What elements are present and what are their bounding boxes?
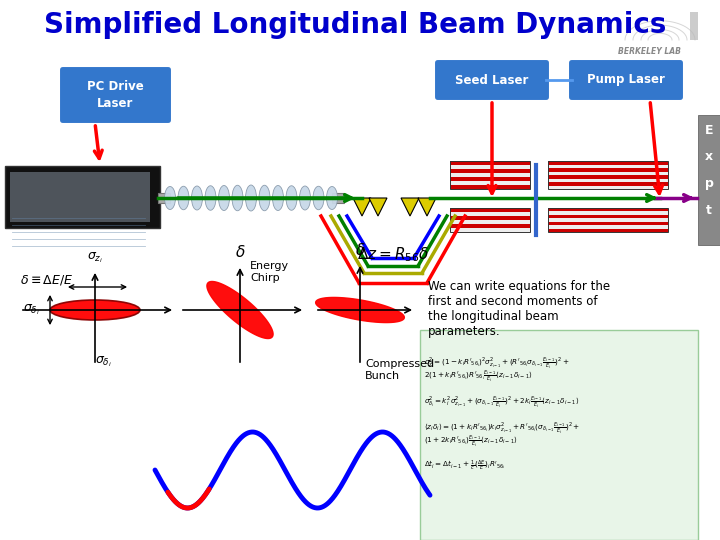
Ellipse shape xyxy=(178,186,189,210)
FancyBboxPatch shape xyxy=(434,59,550,101)
Bar xyxy=(450,181,530,185)
Bar xyxy=(548,172,668,175)
Bar xyxy=(450,177,530,181)
Bar xyxy=(548,179,668,182)
Bar xyxy=(548,208,668,212)
Text: BERKELEY LAB: BERKELEY LAB xyxy=(618,48,682,57)
Text: $\sigma_{\delta_i}^2=k_i^2\sigma_{z_{i-1}}^2+(\sigma_{\delta_{i-1}}\frac{E_{i-1}: $\sigma_{\delta_i}^2=k_i^2\sigma_{z_{i-1… xyxy=(424,394,580,410)
Bar xyxy=(10,172,150,222)
Bar xyxy=(450,216,530,220)
Bar xyxy=(548,222,668,225)
Bar xyxy=(450,212,530,216)
Polygon shape xyxy=(418,198,436,216)
Text: We can write equations for the
first and second moments of
the longitudinal beam: We can write equations for the first and… xyxy=(428,280,610,338)
Polygon shape xyxy=(207,281,273,339)
Bar xyxy=(698,115,720,245)
Bar xyxy=(450,165,530,169)
Text: $\sigma_{z_i}^2=(1-k_iR'_{56_i})^2\sigma_{z_{i-1}}^2+(R'_{56_i}\sigma_{\delta_{i: $\sigma_{z_i}^2=(1-k_iR'_{56_i})^2\sigma… xyxy=(424,355,570,371)
Ellipse shape xyxy=(300,186,310,210)
Bar xyxy=(450,173,530,177)
Bar xyxy=(548,182,668,186)
Bar xyxy=(450,161,530,189)
Bar xyxy=(548,218,668,222)
Bar xyxy=(548,186,668,189)
Text: $\delta \equiv \Delta E/E$: $\delta \equiv \Delta E/E$ xyxy=(20,273,73,287)
FancyBboxPatch shape xyxy=(59,66,172,124)
Bar xyxy=(548,208,668,232)
Bar xyxy=(450,208,530,232)
Text: $\sigma_{z_i}$: $\sigma_{z_i}$ xyxy=(87,251,103,265)
Bar xyxy=(548,215,668,218)
Bar xyxy=(450,220,530,224)
Text: p: p xyxy=(705,178,714,191)
Bar xyxy=(548,161,668,165)
FancyBboxPatch shape xyxy=(568,59,684,101)
Text: $\delta$: $\delta$ xyxy=(355,242,365,258)
Bar xyxy=(5,166,160,228)
Ellipse shape xyxy=(164,186,176,210)
Bar xyxy=(548,228,668,232)
Text: $\delta$: $\delta$ xyxy=(235,244,246,260)
Polygon shape xyxy=(315,298,405,322)
Bar xyxy=(690,12,698,40)
Bar xyxy=(450,161,530,165)
Text: $\sigma_{\delta_i}$: $\sigma_{\delta_i}$ xyxy=(95,355,112,369)
Polygon shape xyxy=(369,198,387,216)
Bar xyxy=(548,168,668,172)
Bar xyxy=(548,175,668,179)
Bar xyxy=(548,212,668,215)
Text: Pump Laser: Pump Laser xyxy=(587,73,665,86)
Text: $\Delta t_i=\Delta t_{i-1}+\frac{1}{c}(\frac{\Delta E}{E})_iR'_{56_i}$: $\Delta t_i=\Delta t_{i-1}+\frac{1}{c}(\… xyxy=(424,459,505,473)
Ellipse shape xyxy=(313,186,324,210)
Ellipse shape xyxy=(218,186,230,211)
Ellipse shape xyxy=(192,186,202,210)
Text: E: E xyxy=(705,124,714,137)
Bar xyxy=(450,169,530,173)
Text: Energy
Chirp: Energy Chirp xyxy=(250,261,289,283)
Bar xyxy=(548,161,668,189)
Text: t: t xyxy=(706,205,712,218)
Bar xyxy=(332,193,344,203)
Ellipse shape xyxy=(259,185,270,211)
Ellipse shape xyxy=(286,186,297,210)
Text: $\langle z_i\delta_i\rangle=(1+k_iR'_{56_i})k_i\sigma_{z_{i-1}}^2+R'_{56_i}(\sig: $\langle z_i\delta_i\rangle=(1+k_iR'_{56… xyxy=(424,420,580,436)
Bar xyxy=(158,193,170,203)
Text: Seed Laser: Seed Laser xyxy=(455,73,528,86)
Polygon shape xyxy=(401,198,419,216)
Ellipse shape xyxy=(326,186,338,210)
Bar xyxy=(548,165,668,168)
Text: $\sigma_{\delta_i}$: $\sigma_{\delta_i}$ xyxy=(23,303,40,318)
Text: x: x xyxy=(705,151,713,164)
Text: PC Drive
Laser: PC Drive Laser xyxy=(86,80,143,110)
Bar xyxy=(450,208,530,212)
Text: Simplified Longitudinal Beam Dynamics: Simplified Longitudinal Beam Dynamics xyxy=(44,11,666,39)
Bar xyxy=(420,330,698,540)
Text: $(1+2k_iR'_{56_i})\frac{E_{i-1}}{E_i}\langle z_{i-1}\delta_{i-1}\rangle$: $(1+2k_iR'_{56_i})\frac{E_{i-1}}{E_i}\la… xyxy=(424,433,518,449)
Text: Compressed
Bunch: Compressed Bunch xyxy=(365,359,434,381)
Bar xyxy=(548,225,668,228)
Bar xyxy=(450,185,530,189)
Text: $\Delta z = R_{56}\delta$: $\Delta z = R_{56}\delta$ xyxy=(357,246,429,265)
Polygon shape xyxy=(353,198,371,216)
Ellipse shape xyxy=(232,185,243,211)
Ellipse shape xyxy=(205,186,216,210)
Bar xyxy=(450,228,530,232)
Ellipse shape xyxy=(246,185,256,211)
Text: $2(1+k_iR'_{56_i})R'_{56_i}\frac{E_{i-1}}{E_i}\langle z_{i-1}\delta_{i-1}\rangle: $2(1+k_iR'_{56_i})R'_{56_i}\frac{E_{i-1}… xyxy=(424,368,533,384)
Ellipse shape xyxy=(272,186,284,211)
Bar xyxy=(450,224,530,228)
Ellipse shape xyxy=(50,300,140,320)
